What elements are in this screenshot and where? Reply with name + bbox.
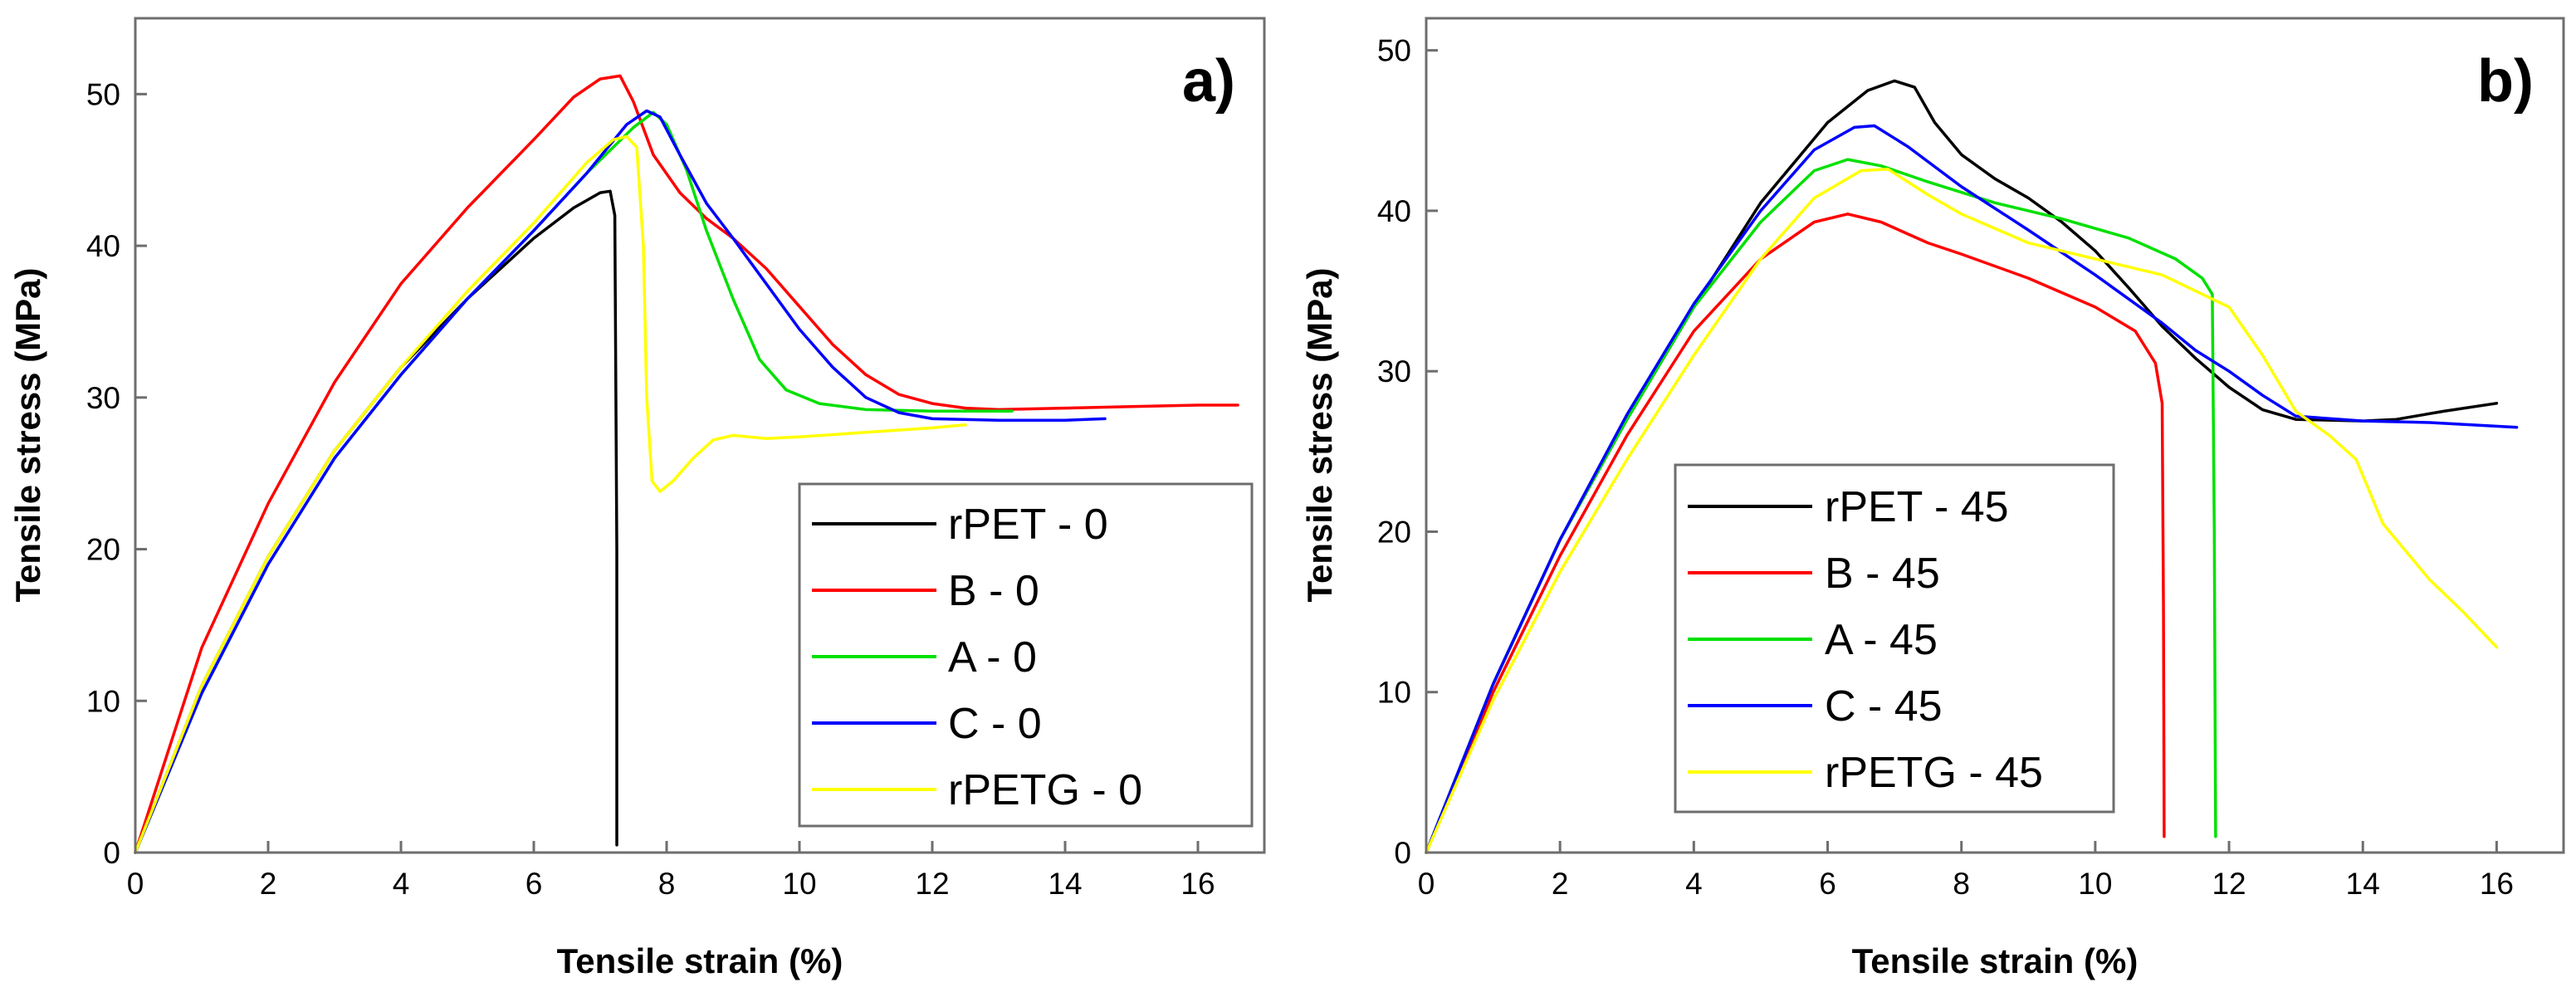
x-tick-label-a-3: 6 [525,867,543,901]
legend-label-a-0: rPET - 0 [948,501,1108,549]
y-tick-label-a-4: 40 [86,229,120,263]
ticks-layer-a: 0 2 4 6 8 10 12 14 16 0 10 20 30 40 50 [86,77,1215,901]
x-axis-label-b: Tensile strain (%) [1852,941,2139,980]
legend-label-b-1: B - 45 [1825,550,1940,598]
chart-panel-b: 0 2 4 6 8 10 12 14 16 0 10 20 30 40 50 b) Tensile stra… [1300,17,2565,980]
y-tick-label-b-3: 30 [1377,354,1411,389]
y-axis-label-b: Tensile stress (MPa) [1300,267,1339,602]
legend-b: rPET - 45 B - 45 A - 45 C - 45 rPETG - 45 [1674,463,2115,814]
y-tick-label-a-5: 50 [86,77,120,111]
series-layer-b [1425,79,2519,854]
ticks-layer-b: 0 2 4 6 8 10 12 14 16 0 10 20 30 40 50 [1377,34,2514,901]
legend-label-b-3: C - 45 [1825,682,1943,731]
y-tick-label-b-4: 40 [1377,194,1411,228]
series-layer-a [134,74,1239,854]
plot-frame-b [1425,17,2565,854]
y-tick-label-a-0: 0 [103,836,120,870]
x-tick-label-a-2: 4 [393,867,410,901]
legend-label-a-1: B - 0 [948,567,1039,615]
x-tick-label-a-6: 12 [915,867,949,901]
legend-label-a-3: C - 0 [948,700,1042,748]
legend-label-a-4: rPETG - 0 [948,766,1142,814]
x-tick-label-a-8: 16 [1180,867,1215,901]
series-line-b-3 [1425,124,2519,854]
legend-items-b: rPET - 45 B - 45 A - 45 C - 45 rPETG - 45 [1688,483,2043,797]
x-tick-label-a-5: 10 [782,867,816,901]
legend-label-b-4: rPETG - 45 [1825,749,2043,797]
y-tick-label-a-3: 30 [86,381,120,415]
series-line-a-3 [134,109,1107,854]
y-tick-label-a-2: 20 [86,533,120,567]
y-tick-label-b-1: 10 [1377,676,1411,710]
y-tick-label-b-0: 0 [1394,836,1411,870]
x-tick-label-b-8: 16 [2480,867,2514,901]
x-tick-label-b-2: 4 [1685,867,1703,901]
y-tick-label-a-1: 10 [86,684,120,718]
legend-items-a: rPET - 0 B - 0 A - 0 C - 0 rPETG - 0 [812,501,1142,814]
series-line-b-2 [1425,158,2217,854]
x-tick-label-b-1: 2 [1552,867,1569,901]
x-tick-label-b-6: 12 [2212,867,2246,901]
legend-a: rPET - 0 B - 0 A - 0 C - 0 rPETG - 0 [798,482,1254,828]
x-tick-label-b-4: 8 [1953,867,1970,901]
series-line-a-4 [134,134,967,854]
x-tick-label-b-5: 10 [2078,867,2112,901]
y-tick-label-b-2: 20 [1377,515,1411,549]
x-tick-label-b-7: 14 [2346,867,2380,901]
series-line-b-4 [1425,167,2499,854]
panel-label-a: a) [1182,48,1235,115]
legend-label-a-2: A - 0 [948,633,1037,682]
x-tick-label-a-7: 14 [1048,867,1082,901]
panel-label-b: b) [2477,48,2534,115]
series-line-a-1 [134,74,1239,854]
x-tick-label-a-4: 8 [658,867,676,901]
chart-panel-a: 0 2 4 6 8 10 12 14 16 0 10 20 30 40 50 a) Tensile stra… [8,17,1266,980]
legend-label-b-0: rPET - 45 [1825,483,2009,531]
series-line-b-1 [1425,213,2166,854]
x-axis-label-a: Tensile strain (%) [557,941,843,980]
x-tick-label-a-1: 2 [260,867,277,901]
y-axis-label-a: Tensile stress (MPa) [8,267,47,602]
x-tick-label-a-0: 0 [127,867,144,901]
plot-frame-a [134,17,1266,854]
legend-label-b-2: A - 45 [1825,616,1938,664]
x-tick-label-b-0: 0 [1418,867,1435,901]
x-tick-label-b-3: 6 [1819,867,1836,901]
series-line-a-0 [134,189,618,854]
y-tick-label-b-5: 50 [1377,34,1411,68]
